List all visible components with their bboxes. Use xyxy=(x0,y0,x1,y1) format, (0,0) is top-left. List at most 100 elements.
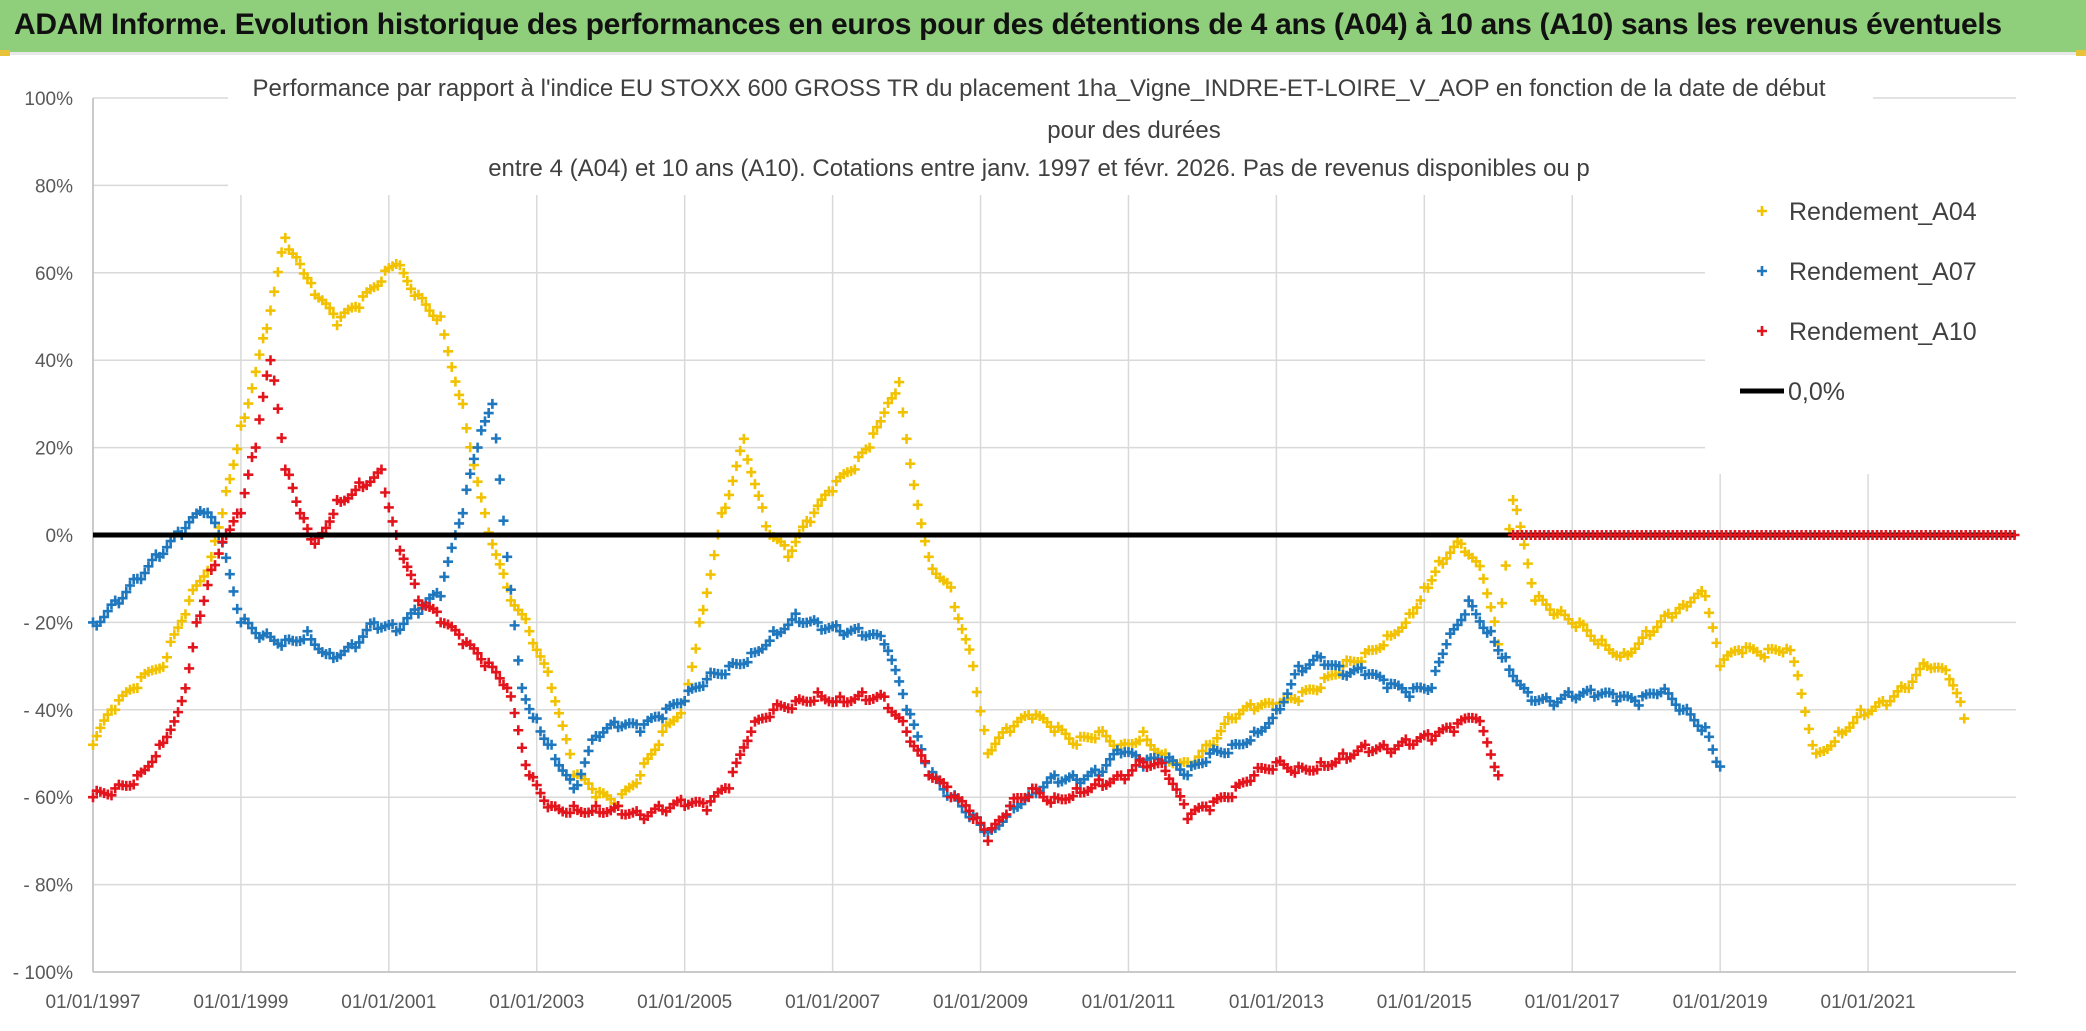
chart-legend: Rendement_A04 Rendement_A07 Rendement_A10 0… xyxy=(1705,174,2025,474)
data-point xyxy=(1715,661,1726,672)
y-tick-label: 20% xyxy=(35,439,73,460)
data-point-fill xyxy=(1459,609,1470,620)
data-point-fill xyxy=(505,595,516,606)
data-point-fill xyxy=(409,578,420,589)
data-point-fill xyxy=(269,286,280,297)
data-point xyxy=(295,259,306,270)
data-point xyxy=(280,464,291,475)
data-point-fill xyxy=(1667,693,1678,704)
data-point-fill xyxy=(871,422,882,433)
data-point xyxy=(879,639,890,650)
data-point-fill xyxy=(1356,662,1367,673)
data-point xyxy=(1071,774,1082,785)
data-point-fill xyxy=(1178,799,1189,810)
data-point-fill xyxy=(1441,553,1452,564)
data-point-fill xyxy=(1607,688,1618,699)
data-point xyxy=(1545,696,1556,707)
data-point-fill xyxy=(1042,777,1053,788)
data-point xyxy=(694,617,705,628)
data-point-fill xyxy=(161,542,172,553)
data-point-fill xyxy=(1289,767,1300,778)
data-point xyxy=(258,333,269,344)
data-point-fill xyxy=(1471,609,1482,620)
data-point xyxy=(1382,630,1393,641)
data-point xyxy=(1877,696,1888,707)
data-point xyxy=(790,608,801,619)
data-point-fill xyxy=(221,552,232,563)
performance-chart: 100% 80% 60% 40% 20% 0% - 20% - 40% - 60% - 80% - … xyxy=(13,57,2025,1013)
data-point-fill xyxy=(709,550,720,561)
data-point xyxy=(1471,713,1482,724)
data-point-fill xyxy=(753,490,764,501)
data-point-fill xyxy=(406,569,417,580)
data-point-fill xyxy=(402,561,413,572)
data-point-fill xyxy=(990,738,1001,749)
data-point-fill xyxy=(897,407,908,418)
data-point xyxy=(1678,599,1689,610)
data-point-fill xyxy=(698,798,709,809)
data-point xyxy=(835,691,846,702)
data-point-fill xyxy=(908,719,919,730)
data-point-fill xyxy=(443,556,454,567)
data-point-fill xyxy=(1526,578,1537,589)
data-point-fill xyxy=(1704,731,1715,742)
data-point-fill xyxy=(173,622,184,633)
data-point-fill xyxy=(306,278,317,289)
data-point-fill xyxy=(531,644,542,655)
data-point-fill xyxy=(1245,775,1256,786)
data-point xyxy=(88,739,98,750)
data-point xyxy=(923,770,934,781)
data-point-fill xyxy=(783,619,794,630)
data-point-fill xyxy=(243,469,254,480)
legend-marker-swatch xyxy=(1757,266,1767,276)
data-point-fill xyxy=(1219,718,1230,729)
data-point xyxy=(110,783,121,794)
data-point xyxy=(1567,691,1578,702)
data-point-fill xyxy=(439,329,450,340)
data-point-fill xyxy=(1704,607,1715,618)
data-point-fill xyxy=(875,630,886,641)
data-point xyxy=(354,477,365,488)
data-point-fill xyxy=(1585,684,1596,695)
data-point-fill xyxy=(565,807,576,818)
data-point xyxy=(1360,739,1371,750)
data-point xyxy=(1811,748,1822,759)
data-point-fill xyxy=(1655,616,1666,627)
data-point-fill xyxy=(1478,726,1489,737)
data-point-fill xyxy=(1689,715,1700,726)
data-point xyxy=(302,626,313,637)
data-point xyxy=(546,682,557,693)
data-point xyxy=(590,792,601,803)
data-point xyxy=(1049,770,1060,781)
data-point-fill xyxy=(1437,648,1448,659)
data-point xyxy=(1249,726,1260,737)
data-point-fill xyxy=(1848,717,1859,728)
data-point-fill xyxy=(1888,691,1899,702)
data-point xyxy=(613,800,624,811)
data-point xyxy=(1227,739,1238,750)
data-point xyxy=(258,630,269,641)
y-axis-ticks: 100% 80% 60% 40% 20% 0% - 20% - 40% - 60% - 80% - … xyxy=(13,89,73,984)
data-point-fill xyxy=(99,612,110,623)
x-tick-label: 01/01/2017 xyxy=(1525,992,1620,1013)
data-point-fill xyxy=(1141,734,1152,745)
data-point-fill xyxy=(328,308,339,319)
data-point-fill xyxy=(798,521,809,532)
data-point-fill xyxy=(224,474,235,485)
data-point-fill xyxy=(494,559,505,570)
data-point-fill xyxy=(276,640,287,651)
data-point-fill xyxy=(653,739,664,750)
data-point xyxy=(354,302,365,313)
data-point-fill xyxy=(1940,665,1951,676)
data-point-fill xyxy=(173,707,184,718)
data-point xyxy=(1493,770,1504,781)
y-tick-label: 0% xyxy=(46,526,74,547)
x-tick-label: 01/01/1999 xyxy=(193,992,288,1013)
data-point-fill xyxy=(91,731,102,742)
data-point-fill xyxy=(535,651,546,662)
data-point xyxy=(391,626,402,637)
data-point-fill xyxy=(1286,679,1297,690)
data-point-fill xyxy=(247,383,258,394)
data-point xyxy=(590,800,601,811)
data-point-fill xyxy=(287,482,298,493)
